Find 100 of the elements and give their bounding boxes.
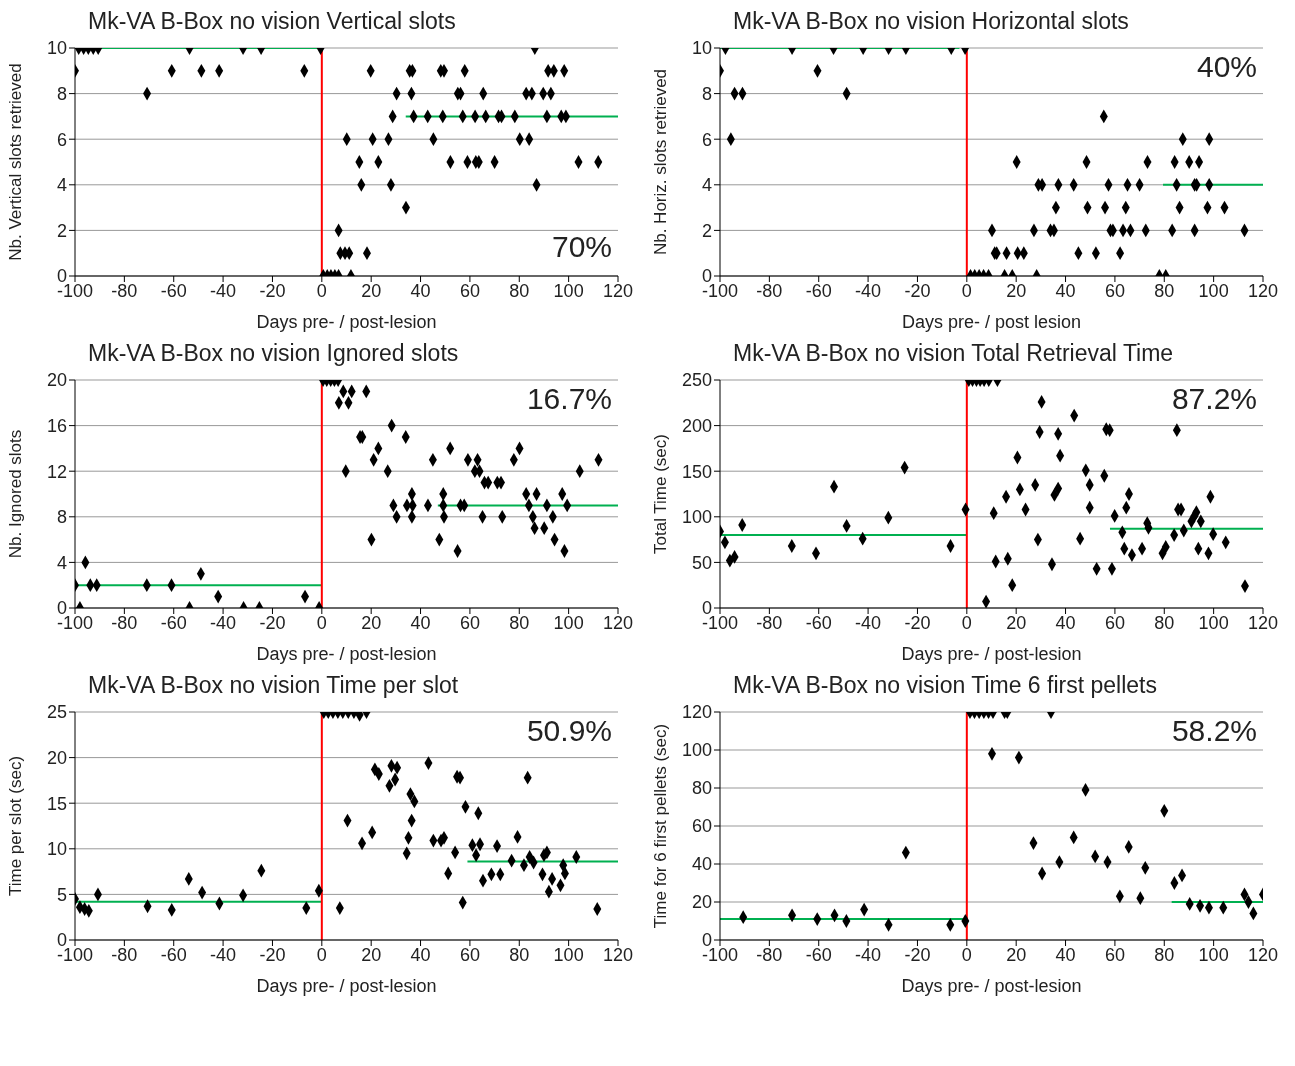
annotation: 87.2%: [1171, 382, 1257, 416]
x-tick-label: 80: [1154, 612, 1175, 633]
y-tick-label: 4: [56, 552, 67, 573]
x-tick-label: -60: [805, 280, 832, 301]
y-tick-label: 20: [691, 892, 712, 913]
x-tick-label: 80: [509, 612, 530, 633]
x-tick-label: 0: [316, 280, 327, 301]
x-tick-label: -20: [904, 612, 931, 633]
x-tick-label: -80: [756, 944, 783, 965]
x-tick-label: 80: [509, 280, 530, 301]
x-tick-label: -20: [259, 612, 286, 633]
annotation: 70%: [551, 230, 612, 264]
x-tick-label: 20: [361, 280, 382, 301]
x-tick-label: -40: [855, 944, 882, 965]
y-tick-label: 4: [56, 175, 67, 196]
x-tick-label: -40: [855, 612, 882, 633]
y-axis-title: Total Time (sec): [651, 434, 671, 554]
x-tick-label: 0: [316, 612, 327, 633]
x-axis-title: Days pre- / post lesion: [901, 312, 1082, 332]
y-axis-title: Time for 6 first pellets (sec): [651, 723, 671, 929]
x-tick-label: 40: [1055, 280, 1076, 301]
y-tick-label: 80: [691, 778, 712, 799]
chart-title: Mk-VA B-Box no vision Time 6 first pellets: [732, 672, 1158, 700]
x-tick-label: -20: [904, 280, 931, 301]
y-tick-label: 8: [56, 83, 67, 104]
y-axis-title: Nb. Vertical slots retrieved: [6, 63, 26, 261]
x-tick-label: 0: [316, 944, 327, 965]
y-tick-label: 16: [46, 415, 67, 436]
y-tick-label: 10: [46, 839, 67, 860]
x-tick-label: 120: [602, 944, 634, 965]
chart-title: Mk-VA B-Box no vision Time per slot: [87, 672, 460, 700]
y-tick-label: 8: [56, 507, 67, 528]
chart-title: Mk-VA B-Box no vision Ignored slots: [87, 340, 460, 368]
y-tick-label: 6: [56, 129, 67, 150]
y-tick-label: 12: [46, 461, 67, 482]
y-tick-label: 2: [701, 220, 712, 241]
x-tick-label: 40: [410, 612, 431, 633]
y-tick-label: 2: [56, 220, 67, 241]
y-tick-label: 20: [46, 370, 67, 391]
x-tick-label: 20: [1006, 612, 1027, 633]
x-tick-label: -60: [805, 612, 832, 633]
x-tick-label: 0: [961, 612, 972, 633]
x-tick-label: 100: [1198, 612, 1229, 633]
x-tick-label: -80: [111, 944, 138, 965]
x-tick-label: -80: [111, 280, 138, 301]
x-tick-label: -20: [259, 944, 286, 965]
y-tick-label: 40: [691, 854, 712, 875]
x-tick-label: 60: [459, 280, 480, 301]
x-tick-label: 40: [410, 944, 431, 965]
x-tick-label: -80: [111, 612, 138, 633]
y-tick-label: 200: [681, 415, 712, 436]
x-tick-label: 20: [361, 612, 382, 633]
x-tick-label: 80: [509, 944, 530, 965]
x-tick-label: -40: [210, 944, 237, 965]
x-tick-label: 80: [1154, 280, 1175, 301]
x-axis-title: Days pre- / post-lesion: [256, 644, 437, 664]
x-tick-label: 80: [1154, 944, 1175, 965]
x-tick-label: 0: [961, 944, 972, 965]
x-tick-label: -20: [259, 280, 286, 301]
x-tick-label: -20: [904, 944, 931, 965]
x-tick-label: 20: [1006, 944, 1027, 965]
y-tick-label: 10: [691, 38, 712, 59]
y-tick-label: 60: [691, 816, 712, 837]
y-tick-label: 20: [46, 747, 67, 768]
x-tick-label: 100: [1198, 944, 1229, 965]
y-tick-label: 100: [681, 507, 712, 528]
x-tick-label: -40: [855, 280, 882, 301]
y-tick-label: 50: [691, 552, 712, 573]
x-tick-label: 100: [1198, 280, 1229, 301]
x-tick-label: -40: [210, 280, 237, 301]
y-tick-label: 6: [701, 129, 712, 150]
annotation: 58.2%: [1171, 714, 1257, 748]
y-axis-title: Nb. Horiz. slots retrieved: [651, 68, 671, 256]
x-tick-label: -60: [160, 612, 187, 633]
x-tick-label: -40: [210, 612, 237, 633]
x-tick-label: 100: [553, 280, 584, 301]
x-tick-label: 60: [1104, 944, 1125, 965]
x-tick-label: 100: [553, 944, 584, 965]
y-tick-label: 100: [681, 740, 712, 761]
x-tick-label: 60: [459, 612, 480, 633]
x-tick-label: -80: [756, 612, 783, 633]
x-tick-label: 120: [602, 280, 634, 301]
x-tick-label: 60: [459, 944, 480, 965]
x-tick-label: -60: [160, 944, 187, 965]
chart-title: Mk-VA B-Box no vision Total Retrieval Time: [732, 340, 1175, 368]
x-tick-label: 40: [410, 280, 431, 301]
x-tick-label: 100: [553, 612, 584, 633]
annotation: 40%: [1196, 50, 1257, 84]
x-tick-label: 120: [602, 612, 634, 633]
x-tick-label: 60: [1104, 612, 1125, 633]
annotation: 50.9%: [526, 714, 612, 748]
x-axis-title: Days pre- / post-lesion: [901, 644, 1082, 664]
x-axis-title: Days pre- / post-lesion: [901, 976, 1082, 996]
x-tick-label: 40: [1055, 612, 1076, 633]
y-tick-label: 150: [681, 461, 712, 482]
x-tick-label: 20: [1006, 280, 1027, 301]
y-axis-title: Nb. Ignored slots: [6, 429, 26, 559]
x-tick-label: -80: [756, 280, 783, 301]
y-tick-label: 5: [56, 884, 67, 905]
y-tick-label: 10: [46, 38, 67, 59]
